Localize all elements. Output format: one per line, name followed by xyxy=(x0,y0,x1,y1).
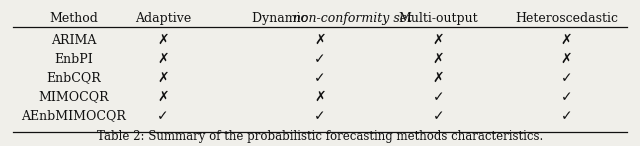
Text: Method: Method xyxy=(49,12,98,25)
Text: EnbCQR: EnbCQR xyxy=(46,72,101,85)
Text: Table 2: Summary of the probabilistic forecasting methods characteristics.: Table 2: Summary of the probabilistic fo… xyxy=(97,130,543,143)
Text: ✗: ✗ xyxy=(314,90,326,104)
Text: MIMOCQR: MIMOCQR xyxy=(38,91,109,104)
Text: Heteroscedastic: Heteroscedastic xyxy=(515,12,618,25)
Text: ✗: ✗ xyxy=(157,52,169,66)
Text: Dynamic: Dynamic xyxy=(252,12,311,25)
Text: ✓: ✓ xyxy=(561,71,572,85)
Text: ✗: ✗ xyxy=(561,52,572,66)
Text: ✗: ✗ xyxy=(433,71,444,85)
Text: Adaptive: Adaptive xyxy=(135,12,191,25)
Text: non-conformity set: non-conformity set xyxy=(293,12,412,25)
Text: ✗: ✗ xyxy=(157,71,169,85)
Text: ✓: ✓ xyxy=(314,71,326,85)
Text: ✗: ✗ xyxy=(561,33,572,47)
Text: ✗: ✗ xyxy=(433,33,444,47)
Text: ✓: ✓ xyxy=(433,109,444,123)
Text: ARIMA: ARIMA xyxy=(51,34,96,47)
Text: ✓: ✓ xyxy=(561,109,572,123)
Text: ✗: ✗ xyxy=(157,33,169,47)
Text: ✓: ✓ xyxy=(157,109,169,123)
Text: EnbPI: EnbPI xyxy=(54,53,93,66)
Text: ✗: ✗ xyxy=(433,52,444,66)
Text: AEnbMIMOCQR: AEnbMIMOCQR xyxy=(21,110,126,123)
Text: ✓: ✓ xyxy=(433,90,444,104)
Text: Multi-output: Multi-output xyxy=(399,12,478,25)
Text: ✓: ✓ xyxy=(561,90,572,104)
Text: ✗: ✗ xyxy=(314,33,326,47)
Text: ✗: ✗ xyxy=(157,90,169,104)
Text: ✓: ✓ xyxy=(314,109,326,123)
Text: ✓: ✓ xyxy=(314,52,326,66)
